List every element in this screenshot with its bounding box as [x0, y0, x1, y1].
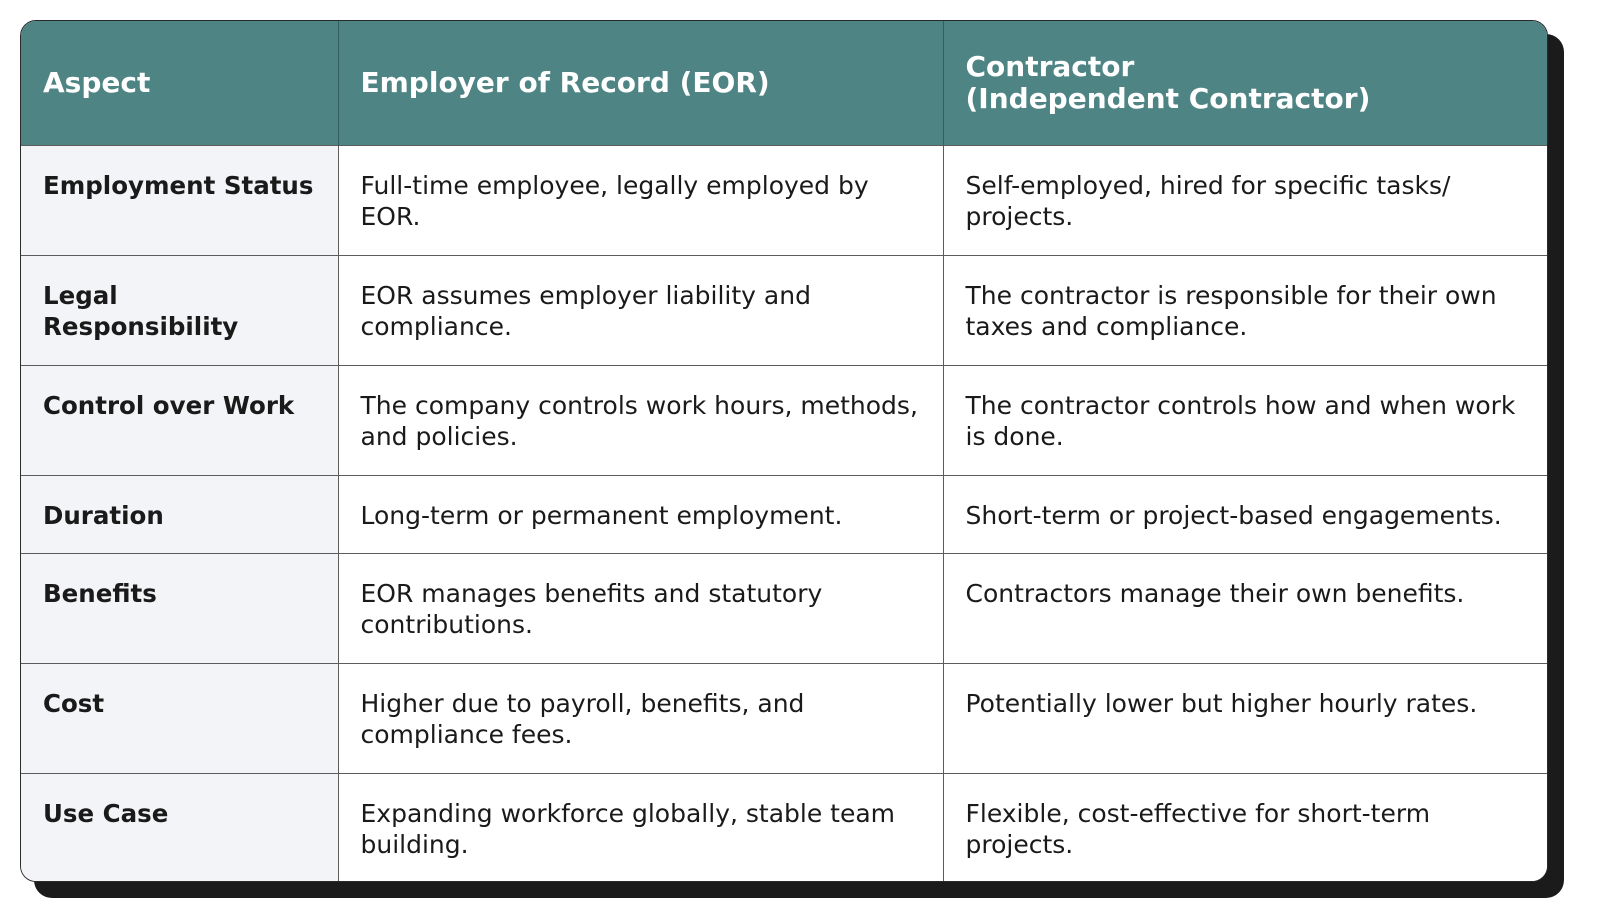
table-row: Benefits EOR manages benefits and statut…	[21, 552, 1547, 663]
row-contractor-cell: Contractors manage their own benefits.	[943, 552, 1547, 663]
header-contractor-line1: Contractor	[965, 49, 1135, 83]
row-aspect-cell: Duration	[21, 474, 339, 553]
table-row: Control over Work The company controls w…	[21, 364, 1547, 475]
row-aspect-cell: Legal Responsibility	[21, 254, 339, 365]
row-aspect-cell: Use Case	[21, 772, 339, 881]
row-aspect-cell: Cost	[21, 662, 339, 773]
row-eor-cell: EOR assumes employer liability and compl…	[338, 254, 944, 365]
row-eor-cell: The company controls work hours, methods…	[338, 364, 944, 475]
table-row: Employment Status Full-time employee, le…	[21, 144, 1547, 255]
row-eor-cell: Full-time employee, legally employed by …	[338, 144, 944, 255]
header-contractor-line2: (Independent Contractor)	[965, 81, 1371, 115]
table-row: Use Case Expanding workforce globally, s…	[21, 772, 1547, 881]
row-aspect-cell: Control over Work	[21, 364, 339, 475]
row-contractor-cell: The contractor is responsible for their …	[943, 254, 1547, 365]
row-contractor-cell: Self-employed, hired for specific tasks/…	[943, 144, 1547, 255]
row-eor-cell: Expanding workforce globally, stable tea…	[338, 772, 944, 881]
table-row: Cost Higher due to payroll, benefits, an…	[21, 662, 1547, 773]
comparison-table-card: Aspect Employer of Record (EOR) Contract…	[20, 20, 1548, 882]
row-contractor-cell: Short-term or project-based engagements.	[943, 474, 1547, 553]
row-contractor-cell: The contractor controls how and when wor…	[943, 364, 1547, 475]
row-contractor-cell: Flexible, cost-effective for short-term …	[943, 772, 1547, 881]
row-eor-cell: EOR manages benefits and statutory contr…	[338, 552, 944, 663]
header-contractor: Contractor (Independent Contractor)	[943, 21, 1547, 145]
row-eor-cell: Long-term or permanent employment.	[338, 474, 944, 553]
header-eor: Employer of Record (EOR)	[338, 21, 944, 145]
table-row: Duration Long-term or permanent employme…	[21, 474, 1547, 553]
row-eor-cell: Higher due to payroll, benefits, and com…	[338, 662, 944, 773]
header-aspect: Aspect	[21, 21, 339, 145]
table-row: Legal Responsibility EOR assumes employe…	[21, 254, 1547, 365]
row-aspect-cell: Benefits	[21, 552, 339, 663]
row-contractor-cell: Potentially lower but higher hourly rate…	[943, 662, 1547, 773]
table-header-row: Aspect Employer of Record (EOR) Contract…	[21, 21, 1547, 145]
comparison-table: Aspect Employer of Record (EOR) Contract…	[21, 21, 1547, 881]
row-aspect-cell: Employment Status	[21, 144, 339, 255]
